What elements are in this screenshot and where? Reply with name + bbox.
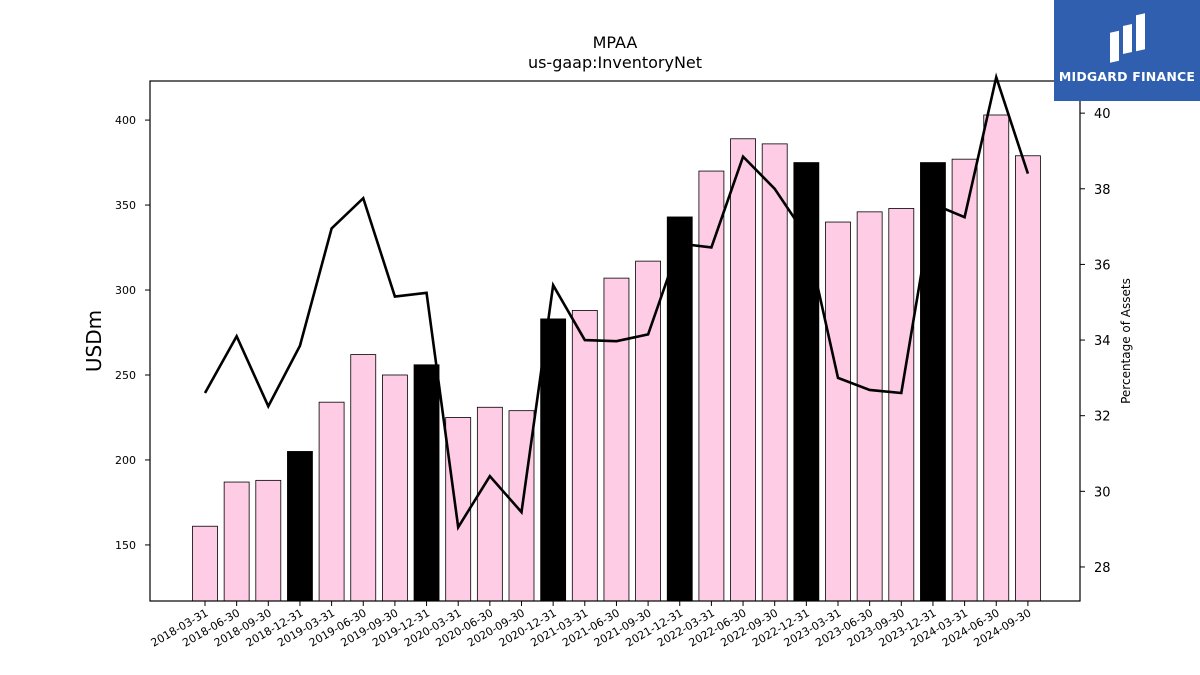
y-tick-label: 350 bbox=[115, 199, 136, 212]
bar-2018-06-30 bbox=[223, 481, 250, 602]
y-tick-label: 150 bbox=[115, 539, 136, 552]
bar-2018-12-31 bbox=[287, 451, 313, 602]
y2-tick-label: 30 bbox=[1094, 485, 1111, 500]
left-axis: 150 200 250 300 350 400 bbox=[115, 114, 150, 552]
logo-text: MIDGARD FINANCE bbox=[1058, 69, 1196, 84]
bar-2023-03-31 bbox=[825, 221, 851, 602]
bar-group bbox=[192, 114, 1041, 602]
y-tick-label: 200 bbox=[115, 454, 136, 467]
bar-2019-12-31 bbox=[413, 364, 440, 602]
bar-2021-03-31 bbox=[571, 310, 598, 602]
y2-tick-label: 28 bbox=[1094, 561, 1111, 576]
bar-2020-12-31 bbox=[540, 318, 567, 602]
y2-tick-label: 36 bbox=[1094, 258, 1111, 273]
midgard-finance-logo: MIDGARD FINANCE bbox=[1054, 0, 1200, 101]
bar-2018-09-30 bbox=[255, 479, 282, 602]
chart-subtitle: us-gaap:InventoryNet bbox=[527, 53, 703, 72]
y-tick-label: 300 bbox=[115, 284, 136, 297]
bar-2021-06-30 bbox=[603, 277, 630, 602]
bar-2020-06-30 bbox=[476, 406, 503, 602]
bar-2024-06-30 bbox=[983, 114, 1010, 602]
bar-2022-09-30 bbox=[761, 143, 788, 602]
line-group bbox=[203, 72, 1030, 532]
percentage-line bbox=[203, 72, 1030, 532]
chart-title: MPAA bbox=[592, 33, 638, 52]
y2-tick-label: 34 bbox=[1094, 334, 1111, 349]
bar-2020-03-31 bbox=[445, 417, 472, 602]
bar-2024-09-30 bbox=[1015, 155, 1041, 602]
bar-2022-06-30 bbox=[730, 138, 756, 602]
plot-frame bbox=[149, 80, 1081, 602]
y-tick-label: 400 bbox=[115, 114, 136, 127]
bar-2022-12-31 bbox=[793, 162, 820, 602]
y2-tick-label: 38 bbox=[1094, 183, 1111, 198]
bar-2023-06-30 bbox=[856, 211, 883, 602]
bar-2022-03-31 bbox=[698, 170, 725, 602]
bar-2019-03-31 bbox=[318, 401, 345, 602]
bar-2019-06-30 bbox=[350, 354, 377, 602]
x-axis: 2018-03-312018-06-302018-09-302018-12-31… bbox=[149, 601, 1033, 650]
y2-tick-label: 32 bbox=[1094, 410, 1111, 425]
right-axis: 28 30 32 34 36 38 40 bbox=[1080, 107, 1111, 576]
logo-mark-icon bbox=[1110, 13, 1145, 63]
y2-tick-label: 40 bbox=[1094, 107, 1111, 122]
bar-2023-12-31 bbox=[920, 162, 946, 602]
y-tick-label: 250 bbox=[115, 369, 136, 382]
bar-2018-03-31 bbox=[192, 525, 218, 602]
y-axis-label: USDm bbox=[82, 310, 106, 372]
bar-2024-03-31 bbox=[951, 158, 978, 602]
bar-2021-09-30 bbox=[635, 260, 661, 602]
bar-2021-12-31 bbox=[666, 216, 693, 602]
bar-2023-09-30 bbox=[888, 208, 915, 602]
y2-axis-label: Percentage of Assets bbox=[1119, 278, 1133, 404]
bar-2019-09-30 bbox=[381, 374, 408, 602]
